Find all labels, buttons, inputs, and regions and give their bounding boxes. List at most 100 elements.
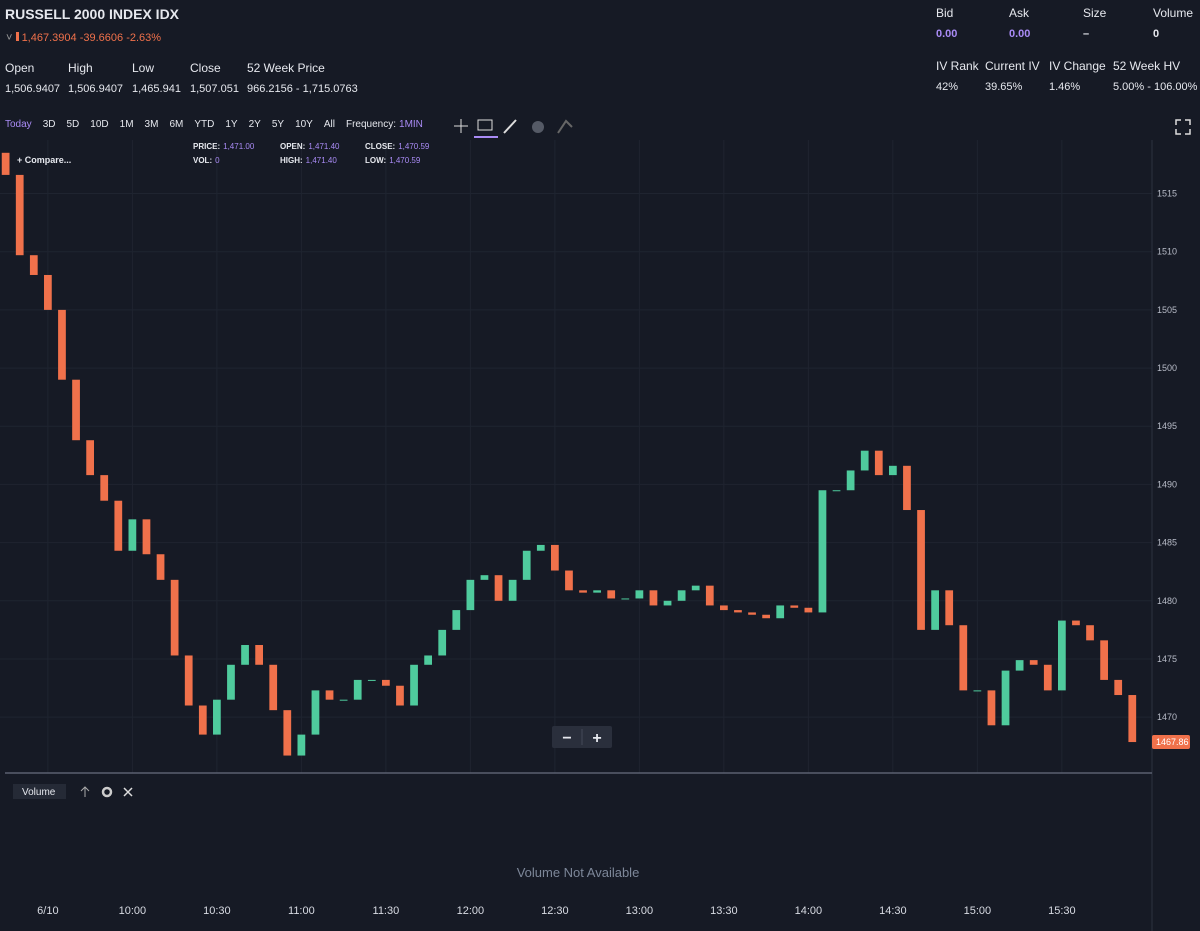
compare-button[interactable]: + Compare... [17, 155, 71, 165]
range-button[interactable]: 6M [169, 119, 184, 130]
iv-label: Current IV [985, 59, 1040, 73]
change-pct: -2.63% [126, 32, 162, 44]
candle-body [114, 500, 123, 551]
range-button[interactable]: 5D [66, 119, 80, 130]
y-tick-label: 1510 [1157, 247, 1177, 257]
candle-body [846, 470, 855, 491]
caret: ˅ [6, 32, 13, 44]
info-label: HIGH: [280, 156, 303, 165]
candle-body [1114, 679, 1123, 696]
candle-body [579, 590, 587, 593]
candle-body [29, 255, 38, 275]
candle-body [762, 614, 770, 619]
candle-body [1, 152, 10, 175]
x-tick-label: 15:00 [964, 905, 992, 917]
range-button[interactable]: 1M [119, 119, 134, 130]
frequency-select[interactable]: 1MIN [399, 119, 423, 130]
candle-body [241, 645, 249, 665]
candle-body [1100, 640, 1108, 680]
candle-body [790, 605, 799, 608]
candle-body [452, 610, 461, 630]
candle-body [396, 685, 404, 706]
candle-body [72, 379, 80, 441]
candle-body [818, 490, 827, 613]
x-tick-label: 14:00 [795, 905, 823, 917]
candle-body [325, 690, 334, 700]
range-button[interactable]: 10Y [295, 119, 313, 130]
candle-body [255, 645, 264, 665]
iv-value: 39.65% [985, 81, 1023, 93]
candle-body [1001, 670, 1010, 726]
y-tick-label: 1495 [1157, 421, 1177, 431]
y-tick-label: 1470 [1157, 712, 1177, 722]
info-label: VOL: [193, 156, 212, 165]
info-value: 1,470.59 [389, 156, 421, 165]
last: 1,467.3904 [21, 32, 77, 44]
quote-value: 0.00 [1009, 28, 1031, 40]
candle-body [776, 605, 785, 619]
y-tick-label: 1475 [1157, 654, 1177, 664]
range-button[interactable]: 3M [144, 119, 159, 130]
candle-body [227, 664, 235, 700]
x-tick-label: 15:30 [1048, 905, 1076, 917]
candle-body [860, 450, 869, 471]
change: -39.6606 [79, 32, 124, 44]
quote-line: ˅ 1,467.3904 -39.6606 -2.63% [6, 32, 161, 44]
candle-body [15, 174, 24, 256]
last-price-label: 1467.86 [1156, 737, 1189, 747]
info-item: LOW: 1,470.59 [365, 156, 421, 165]
candle-body [1128, 695, 1137, 743]
iv-label: 52 Week HV [1113, 59, 1181, 73]
candle-body [987, 690, 996, 726]
x-tick-label: 13:00 [626, 905, 654, 917]
icon-pen [503, 119, 517, 134]
range-button[interactable]: 10D [90, 119, 109, 130]
title: RUSSELL 2000 INDEX IDX [5, 6, 180, 22]
candle-body [720, 605, 728, 611]
y-tick-label: 1500 [1157, 363, 1177, 373]
range-button[interactable]: 1Y [225, 119, 238, 130]
range-button[interactable]: All [323, 119, 335, 130]
candle-body [522, 550, 531, 580]
candle-body [565, 570, 573, 591]
toolbar: Today 3D 5D 10D 1M 3M 6M YTD 1Y 2Y 5Y 10Y All Frequen… [5, 119, 423, 130]
zoom-button[interactable]: − [562, 730, 571, 747]
candle-body [367, 679, 376, 681]
quote-label: Ask [1009, 6, 1030, 20]
y-tick-label: 1490 [1157, 479, 1177, 489]
range-button[interactable]: 5Y [271, 119, 285, 130]
candle-body [973, 690, 982, 692]
candle-body [677, 590, 686, 601]
candle-body [508, 579, 517, 601]
candle-body [593, 590, 601, 593]
candle-body [663, 600, 672, 606]
iv-value: 1.46% [1049, 81, 1081, 93]
candle-body [917, 510, 925, 630]
info-label: PRICE: [193, 142, 220, 151]
x-tick-label: 10:30 [203, 905, 231, 917]
candle-body [903, 465, 911, 511]
range-button[interactable]: YTD [194, 119, 215, 130]
candle-body [466, 579, 475, 611]
zoom-button[interactable]: + [592, 730, 601, 747]
iv-value: 42% [936, 81, 959, 93]
stat-label: Low [132, 61, 155, 75]
icon-table [477, 119, 493, 131]
range-button[interactable]: Today [5, 119, 32, 130]
candle-body [551, 544, 559, 571]
stat-label: Open [5, 61, 35, 75]
stat-value: 1,506.9407 [68, 83, 124, 95]
candle-body [649, 590, 658, 606]
last-price-tag [1152, 735, 1190, 750]
candle-body [100, 475, 109, 501]
candle-body [874, 450, 883, 476]
candle-body [1086, 625, 1094, 641]
x-tick-label: 11:00 [288, 905, 315, 917]
range-button[interactable]: 3D [42, 119, 56, 130]
range-button[interactable]: 2Y [248, 119, 261, 130]
quote-value: 0.00 [936, 28, 958, 40]
stat-value: 1,507.051 [190, 83, 239, 95]
candle-body [734, 610, 742, 613]
candle-body [804, 607, 813, 613]
y-tick-label: 1480 [1157, 596, 1177, 606]
